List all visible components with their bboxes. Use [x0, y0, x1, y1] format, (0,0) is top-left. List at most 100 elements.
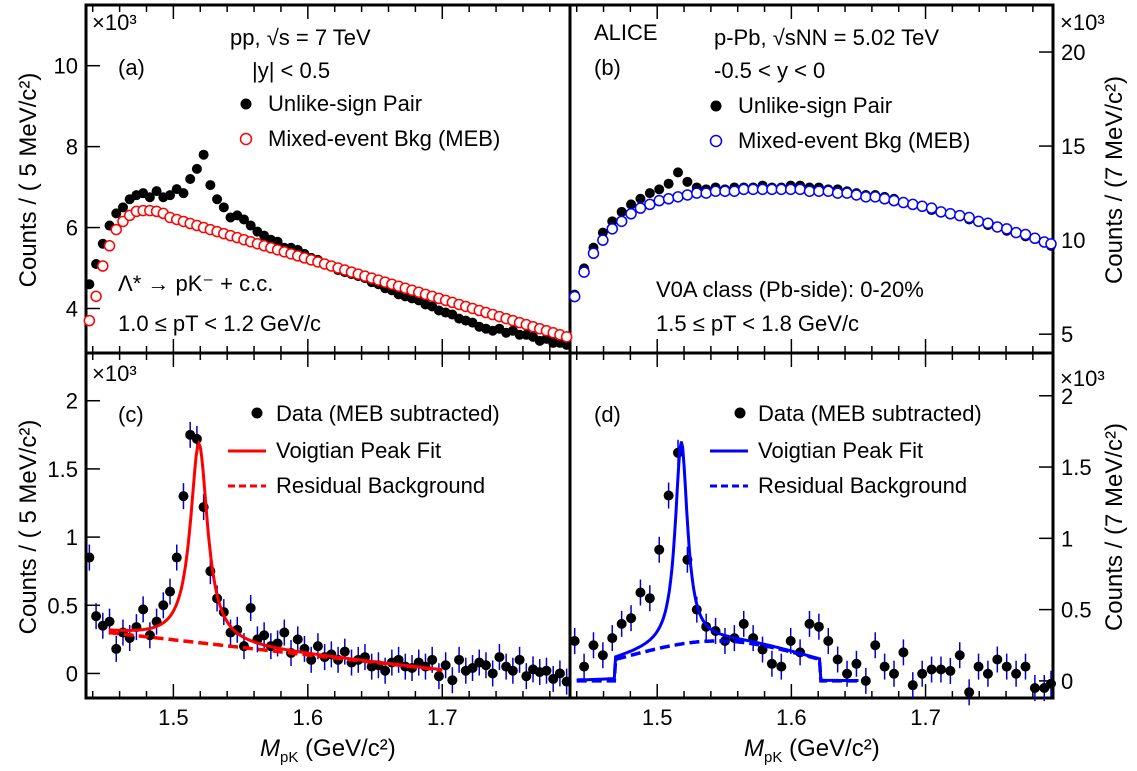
panel-c-point	[433, 671, 444, 682]
panel-a-point	[218, 202, 229, 213]
panel-c-point	[393, 654, 404, 665]
panel-b-pt-range: 1.5 ≤ pT < 1.8 GeV/c	[656, 311, 859, 336]
panel-d-point	[766, 658, 777, 669]
panel-c-ytick-label: 0	[66, 661, 78, 686]
panel-d-point	[635, 587, 646, 598]
panel-a-point	[245, 220, 256, 231]
panel-c-yexp: ×10³	[92, 361, 137, 386]
panel-b-open-point	[982, 217, 994, 229]
panel-d-point	[616, 618, 627, 629]
panel-b-open-point	[756, 183, 769, 196]
panel-b-open-point	[1010, 226, 1022, 239]
panel-b-open-point	[813, 185, 825, 197]
panel-b-open-point	[578, 266, 590, 278]
panel-c-legend-label-2: Residual Background	[276, 473, 485, 498]
panel-b-open-point	[568, 290, 581, 303]
panel-b-system: p-Pb, √sNN = 5.02 TeV	[714, 25, 939, 50]
panel-b-centrality: V0A class (Pb-side): 0-20%	[656, 277, 924, 302]
panel-a-ytick-label: 4	[66, 296, 78, 321]
panel-b-open-point	[681, 189, 694, 201]
panel-b-open-point	[850, 189, 863, 201]
panel-d-point	[879, 661, 890, 672]
panel-b-point	[663, 178, 674, 189]
panel-d-point	[569, 635, 580, 646]
panel-c-point	[171, 552, 182, 563]
panel-b-tag: (b)	[594, 55, 621, 80]
panel-c-point	[507, 665, 518, 676]
panel-b-open-point	[634, 202, 647, 214]
panel-a-point	[144, 192, 155, 203]
panel-a-point	[117, 202, 128, 213]
panel-c-legend-label-0: Data (MEB subtracted)	[276, 401, 500, 426]
panel-c-point	[165, 586, 176, 597]
panel-d-ytick-label: 0	[1061, 669, 1073, 694]
panel-b-open-point	[662, 193, 675, 205]
panel-a-reaction: Λ* → pK⁻ + c.c.	[118, 271, 273, 296]
panel-c-point	[84, 552, 95, 563]
panel-a-point	[151, 186, 162, 197]
panel-c-point	[245, 603, 256, 613]
panel-b-open-point	[944, 208, 957, 220]
panel-a-ylabel: Counts / ( 5 MeV/c²)	[15, 73, 42, 288]
panel-d-legend-label-0: Data (MEB subtracted)	[758, 401, 982, 426]
panel-d-point	[588, 640, 599, 651]
panel-a-point	[212, 194, 223, 205]
panel-a-point	[178, 188, 189, 199]
panel-d-xtick-label: 1.5	[642, 705, 673, 730]
panel-b-ytick-label: 10	[1061, 228, 1085, 253]
panel-c-point	[312, 641, 323, 652]
panel-d-point	[954, 650, 965, 661]
panel-b-open-point	[766, 183, 778, 196]
panel-d-point	[804, 618, 815, 629]
panel-b-open-point	[888, 194, 900, 207]
panel-b-open-point	[860, 191, 872, 203]
panel-c-ylabel: Counts / ( 5 MeV/c²)	[15, 420, 42, 635]
panel-c-point	[138, 604, 149, 615]
panel-b-open-point	[1000, 223, 1013, 235]
panel-c-point	[91, 611, 102, 622]
panel-c-point	[339, 646, 350, 657]
panel-d-point	[738, 618, 749, 629]
panel-c-point	[292, 634, 303, 645]
panel-c-point	[380, 665, 391, 676]
panel-a-ytick-label: 8	[66, 135, 78, 160]
panel-b-experiment: ALICE	[594, 20, 658, 45]
panel-b-open-point	[625, 208, 637, 220]
panel-c-xtick-label: 1.5	[158, 705, 189, 730]
panel-b-open-point	[803, 185, 816, 197]
panel-d-point	[851, 658, 862, 669]
panel-d-point	[823, 635, 834, 646]
panel-c-point	[306, 654, 317, 665]
panel-a-tag: (a)	[118, 55, 145, 80]
panel-a-open-point	[83, 314, 96, 327]
panel-b-open-point	[709, 185, 722, 197]
panel-c-point	[279, 627, 290, 638]
panel-d-xtick-label: 1.6	[776, 705, 807, 730]
panel-d-residual-bkg-line	[576, 639, 859, 683]
panel-a-open-point	[110, 223, 122, 236]
panel-b-open-point	[700, 187, 712, 199]
panel-d-ytick-label: 1	[1061, 526, 1073, 551]
panel-d-point	[982, 668, 993, 679]
panel-d-ytick-label: 0.5	[1061, 598, 1092, 623]
panel-c-ytick-label: 0.5	[47, 593, 78, 618]
panel-c-point	[514, 654, 525, 665]
panel-b-open-point	[916, 200, 928, 213]
panel-d-point	[644, 593, 655, 604]
panel-b-open-point	[878, 193, 891, 205]
panel-a-point	[198, 149, 209, 160]
panel-b-legend-marker-0	[710, 100, 722, 112]
panel-c-point	[447, 675, 458, 686]
panel-c-point	[554, 668, 565, 679]
panel-a-point	[185, 174, 196, 184]
panel-a-open-point	[103, 240, 116, 252]
panel-c-point	[191, 433, 202, 444]
panel-b-open-point	[747, 183, 759, 196]
panel-d-tag: (d)	[594, 402, 621, 427]
panel-d-ytick-label: 1.5	[1061, 455, 1092, 480]
panel-d-point	[870, 640, 881, 651]
panel-a-open-point	[560, 331, 573, 343]
panel-a-point	[191, 163, 202, 174]
panel-b-point	[673, 167, 684, 178]
panel-c-xlabel: MpK (GeV/c²)	[260, 735, 396, 766]
